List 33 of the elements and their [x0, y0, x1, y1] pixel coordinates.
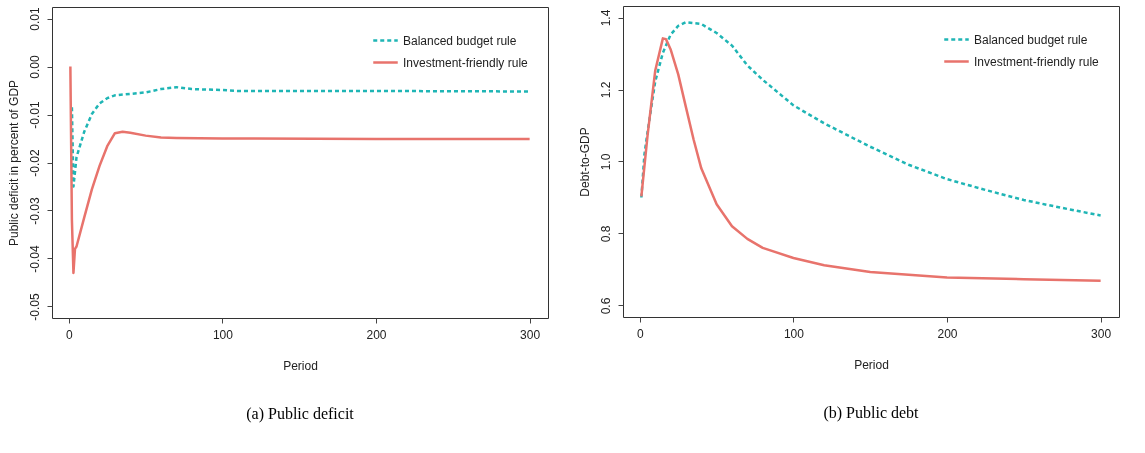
legend-label: Balanced budget rule — [403, 33, 517, 48]
line-series — [640, 37, 1102, 282]
y-tick-label: 1.0 — [598, 153, 613, 171]
y-axis-title: Public deficit in percent of GDP — [6, 79, 21, 247]
x-tick-label: 100 — [783, 326, 805, 341]
x-tick-label: 0 — [636, 326, 644, 341]
y-tick-label: -0.01 — [27, 101, 42, 129]
y-tick-label: 0.6 — [598, 297, 613, 315]
x-tick-label: 200 — [937, 326, 958, 341]
x-axis-title: Period — [854, 357, 889, 372]
x-tick-label: 0 — [65, 327, 73, 342]
x-tick-label: 100 — [212, 327, 234, 342]
y-axis-title: Debt-to-GDP — [577, 127, 592, 197]
y-tick-label: -0.05 — [27, 292, 42, 321]
y-tick-label: -0.04 — [27, 244, 42, 273]
y-tick-label: 1.4 — [598, 9, 613, 27]
y-tick-label: 1.2 — [598, 81, 613, 99]
text: (a) Public deficit — [246, 405, 355, 423]
x-tick-label: 300 — [520, 327, 541, 342]
y-tick-label: 0.8 — [598, 225, 613, 243]
legend-label: Investment-friendly rule — [403, 55, 529, 70]
x-tick-label: 200 — [366, 327, 387, 342]
line-series — [70, 85, 531, 188]
line-series — [640, 20, 1102, 217]
text: (b) Public debt — [823, 404, 920, 422]
legend-label: Balanced budget rule — [974, 32, 1088, 47]
y-tick-label: -0.02 — [27, 149, 42, 177]
legend-label: Investment-friendly rule — [974, 54, 1100, 69]
x-tick-label: 300 — [1091, 326, 1112, 341]
x-axis-title: Period — [283, 358, 318, 373]
y-tick-label: 0.00 — [27, 55, 42, 79]
y-tick-label: -0.03 — [27, 197, 42, 225]
y-tick-label: 0.01 — [27, 7, 42, 31]
